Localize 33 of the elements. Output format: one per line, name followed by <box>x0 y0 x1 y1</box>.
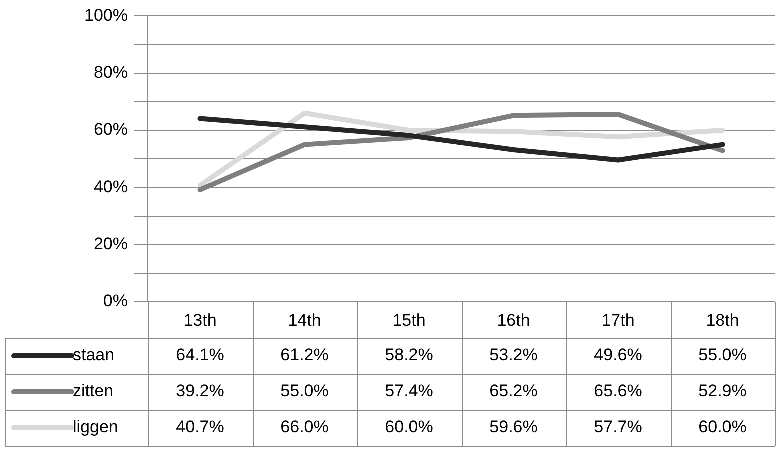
legend-label: liggen <box>73 418 118 437</box>
data-label: 65.2% <box>490 382 538 401</box>
x-tick-label: 16th <box>497 310 530 330</box>
data-label: 59.6% <box>490 418 538 437</box>
y-tick-label: 0% <box>103 292 128 311</box>
data-label: 53.2% <box>490 346 538 365</box>
y-tick-label: 80% <box>94 63 128 82</box>
y-tick-label: 60% <box>94 120 128 140</box>
data-label: 55.0% <box>698 346 747 365</box>
x-tick-label: 14th <box>288 310 322 330</box>
data-label: 64.1% <box>176 346 224 365</box>
data-label: 65.6% <box>594 382 642 401</box>
x-tick-label: 13th <box>184 310 217 330</box>
data-label: 60.0% <box>385 418 434 437</box>
legend-label: zitten <box>73 382 114 401</box>
data-label: 55.0% <box>280 382 329 401</box>
data-label: 57.7% <box>594 418 642 437</box>
data-label: 60.0% <box>698 418 747 437</box>
data-label: 49.6% <box>594 346 642 365</box>
x-tick-label: 17th <box>602 310 635 330</box>
data-label: 61.2% <box>280 346 329 365</box>
y-tick-label: 40% <box>94 177 128 196</box>
y-tick-label: 100% <box>84 6 128 25</box>
x-tick-label: 18th <box>706 310 740 330</box>
x-tick-label: 15th <box>392 310 426 330</box>
data-label: 40.7% <box>176 418 224 437</box>
data-label: 58.2% <box>385 346 434 365</box>
y-tick-label: 20% <box>94 234 128 254</box>
data-label: 57.4% <box>385 382 434 401</box>
data-label: 66.0% <box>280 418 329 437</box>
data-label: 52.9% <box>698 382 747 401</box>
legend-label: staan <box>73 346 115 365</box>
data-label: 39.2% <box>176 382 224 401</box>
